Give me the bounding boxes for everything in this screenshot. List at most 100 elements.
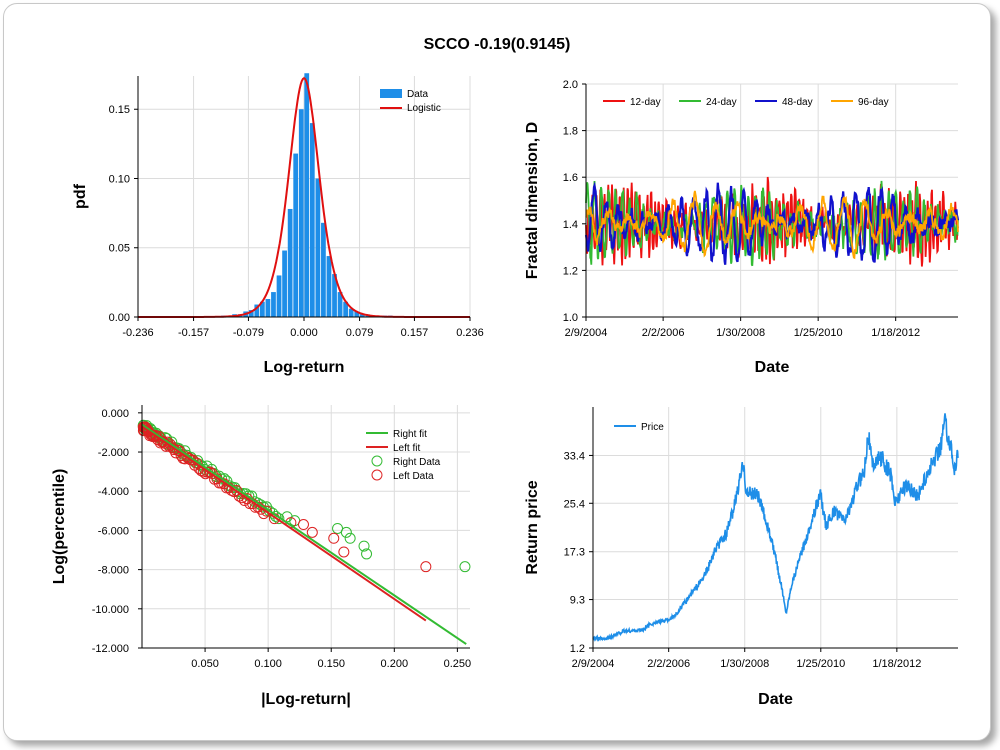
pdf-bar — [287, 208, 293, 317]
price-plot-area — [593, 407, 958, 648]
tail-right-data-point — [196, 460, 208, 472]
tail-x-tick-label: 0.150 — [317, 658, 345, 670]
pdf-y-tick-label: 0.00 — [109, 312, 130, 324]
tail-legend-label-left-data: Left Data — [393, 471, 434, 482]
tail-left-data-point — [306, 526, 318, 538]
pdf-bar — [365, 315, 371, 317]
fractal-plot-area — [586, 84, 958, 317]
tail-right-data-point — [340, 526, 352, 538]
fractal-x-tick-label: 2/2/2006 — [642, 327, 685, 339]
tail-y-tick-label: -12.000 — [92, 643, 129, 655]
tail-legend-swatch-right-data — [371, 455, 383, 467]
tail-right-fit-line — [141, 423, 467, 645]
tail-y-axis-label: Log(percentile) — [51, 469, 68, 585]
tail-left-data-point — [338, 546, 350, 558]
pdf-bar — [254, 304, 260, 317]
fractal-x-axis-label: Date — [755, 359, 790, 376]
tail-right-data-point — [344, 532, 356, 544]
price-x-tick-label: 1/18/2012 — [872, 658, 921, 670]
tail-x-tick-label: 0.200 — [381, 658, 409, 670]
tail-x-tick-label: 0.250 — [444, 658, 472, 670]
fractal-x-tick-label: 2/9/2004 — [565, 327, 608, 339]
pdf-legend-swatch-data — [380, 89, 402, 98]
tail-left-fit-line — [141, 425, 427, 622]
fractal-y-tick-label: 1.4 — [563, 219, 578, 231]
fractal-series-line-24-day — [585, 180, 959, 267]
price-x-axis-label: Date — [758, 691, 793, 708]
price-legend-label: Price — [641, 422, 664, 433]
pdf-legend-label-data: Data — [407, 89, 429, 100]
tail-right-data-point — [358, 540, 370, 552]
pdf-bar — [337, 292, 343, 317]
pdf-bar — [359, 314, 365, 317]
pdf-legend-label-logistic: Logistic — [407, 103, 441, 114]
pdf-bar — [298, 109, 304, 317]
fractal-series-line-96-day — [585, 190, 959, 260]
fractal-y-tick-label: 2.0 — [563, 79, 578, 91]
pdf-y-tick-label: 0.10 — [109, 173, 130, 185]
tail-right-data-point — [459, 561, 471, 573]
tail-plot-area — [142, 405, 470, 648]
fractal-x-tick-label: 1/30/2008 — [716, 327, 765, 339]
pdf-x-tick-label: -0.079 — [233, 327, 264, 339]
price-y-tick-label: 25.4 — [564, 498, 585, 510]
pdf-x-tick-label: 0.157 — [401, 327, 429, 339]
pdf-y-axis-label: pdf — [72, 183, 89, 209]
fractal-legend-label-96-day: 96-day — [858, 97, 889, 108]
pdf-bar — [343, 301, 349, 317]
tail-y-tick-label: 0.000 — [101, 408, 129, 420]
price-y-tick-label: 1.2 — [570, 643, 585, 655]
tail-legend-label-right-data: Right Data — [393, 457, 441, 468]
fractal-legend-label-48-day: 48-day — [782, 97, 813, 108]
pdf-y-tick-label: 0.15 — [109, 104, 130, 116]
price-y-tick-label: 9.3 — [570, 595, 585, 607]
tail-right-data-point — [270, 510, 282, 522]
pdf-bar — [304, 73, 310, 317]
fractal-y-tick-label: 1.8 — [563, 126, 578, 138]
price-line — [592, 413, 959, 642]
tail-left-data-point — [140, 422, 152, 434]
tail-left-data-point — [297, 519, 309, 531]
tail-right-data-point — [273, 513, 285, 525]
fractal-legend-label-24-day: 24-day — [706, 97, 737, 108]
tail-y-tick-label: -10.000 — [92, 604, 129, 616]
fractal-y-tick-label: 1.2 — [563, 265, 578, 277]
fractal-y-axis-label: Fractal dimension, D — [524, 122, 541, 279]
pdf-bar — [248, 310, 254, 317]
pdf-bar — [332, 274, 337, 317]
pdf-bar — [276, 275, 282, 317]
price-x-tick-label: 1/30/2008 — [720, 658, 769, 670]
pdf-bar — [354, 311, 360, 317]
pdf-x-tick-label: -0.236 — [122, 327, 153, 339]
tail-y-tick-label: -6.000 — [98, 525, 129, 537]
pdf-x-tick-label: 0.079 — [346, 327, 374, 339]
pdf-bar — [282, 250, 287, 317]
pdf-bar — [293, 153, 299, 317]
pdf-bar — [259, 301, 265, 317]
pdf-bar — [309, 123, 315, 318]
tail-legend-label-right-fit: Right fit — [393, 429, 427, 440]
tail-x-tick-label: 0.100 — [254, 658, 282, 670]
tail-y-tick-label: -2.000 — [98, 447, 129, 459]
price-x-tick-label: 2/9/2004 — [572, 658, 615, 670]
price-y-tick-label: 17.3 — [564, 547, 585, 559]
tail-left-data-point — [181, 451, 193, 463]
price-x-tick-label: 1/25/2010 — [796, 658, 845, 670]
tail-x-tick-label: 0.050 — [191, 658, 219, 670]
tail-left-data-point — [420, 561, 432, 573]
pdf-bar — [321, 222, 326, 317]
tail-x-axis-label: |Log-return| — [261, 691, 351, 708]
pdf-x-tick-label: 0.000 — [290, 327, 318, 339]
pdf-bar — [348, 308, 354, 317]
pdf-bar — [315, 178, 321, 317]
pdf-x-tick-label: 0.236 — [456, 327, 484, 339]
tail-right-data-point — [361, 548, 373, 560]
price-x-tick-label: 2/2/2006 — [647, 658, 690, 670]
fractal-y-tick-label: 1.6 — [563, 172, 578, 184]
tail-y-tick-label: -8.000 — [98, 565, 129, 577]
fractal-legend-label-12-day: 12-day — [630, 97, 661, 108]
fractal-x-tick-label: 1/25/2010 — [794, 327, 843, 339]
tail-y-tick-label: -4.000 — [98, 486, 129, 498]
pdf-bar — [271, 292, 276, 317]
